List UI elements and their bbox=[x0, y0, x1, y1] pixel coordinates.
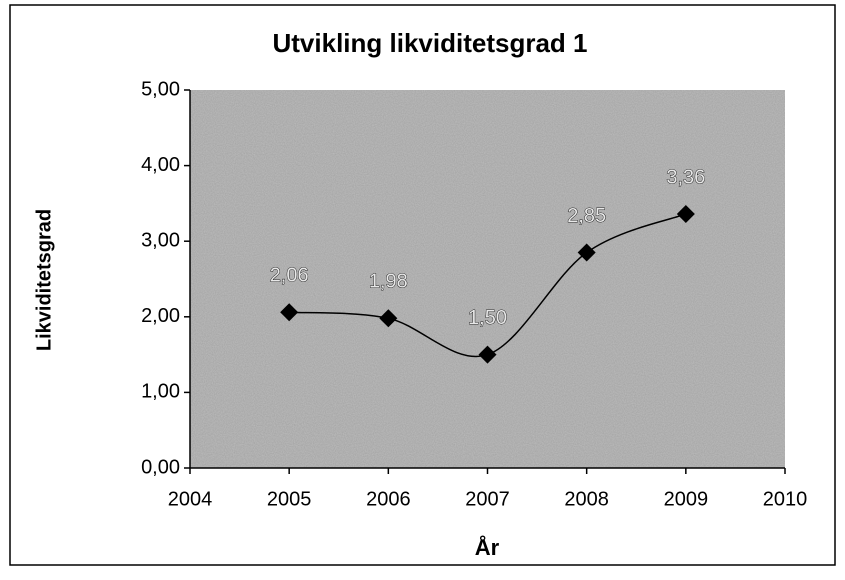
x-tick-label: 2007 bbox=[465, 488, 510, 510]
marker bbox=[676, 204, 695, 223]
y-tick-label: 5,00 bbox=[141, 78, 180, 100]
marker bbox=[478, 345, 497, 364]
chart-title: Utvikling likviditetsgrad 1 bbox=[273, 28, 588, 58]
x-axis-title: År bbox=[475, 534, 500, 560]
x-tick-label: 2010 bbox=[763, 488, 808, 510]
marker bbox=[379, 309, 398, 328]
data-label: 3,36 bbox=[666, 166, 705, 188]
x-tick-label: 2004 bbox=[168, 488, 213, 510]
x-tick-label: 2009 bbox=[664, 488, 709, 510]
marker bbox=[280, 303, 299, 322]
y-tick-label: 2,00 bbox=[141, 305, 180, 327]
x-tick-label: 2005 bbox=[267, 488, 312, 510]
x-tick-label: 2008 bbox=[564, 488, 609, 510]
y-tick-label: 3,00 bbox=[141, 229, 180, 251]
data-label: 1,98 bbox=[369, 271, 408, 293]
plot-texture bbox=[190, 90, 785, 468]
y-tick-label: 0,00 bbox=[141, 456, 180, 478]
y-axis-title: Likviditetsgrad bbox=[33, 209, 55, 351]
marker bbox=[577, 243, 596, 262]
data-label: 2,06 bbox=[270, 265, 309, 287]
x-tick-label: 2006 bbox=[366, 488, 411, 510]
data-label: 1,50 bbox=[468, 307, 507, 329]
y-tick-label: 4,00 bbox=[141, 154, 180, 176]
y-tick-label: 1,00 bbox=[141, 381, 180, 403]
data-label: 2,85 bbox=[567, 205, 606, 227]
